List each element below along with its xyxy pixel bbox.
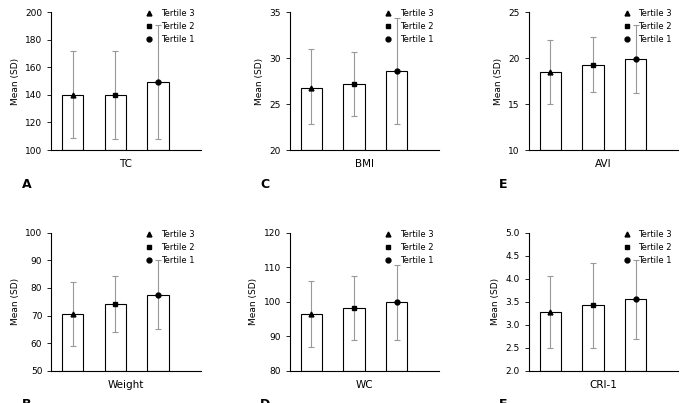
- Bar: [582, 64, 603, 150]
- Bar: [147, 83, 169, 150]
- Text: F: F: [499, 398, 508, 403]
- X-axis label: CRI-1: CRI-1: [590, 380, 617, 390]
- Text: C: C: [260, 178, 269, 191]
- Bar: [625, 299, 646, 371]
- Bar: [301, 87, 322, 150]
- Bar: [625, 59, 646, 150]
- Text: E: E: [499, 178, 508, 191]
- X-axis label: WC: WC: [356, 380, 373, 390]
- Bar: [540, 312, 561, 371]
- Legend: Tertile 3, Tertile 2, Tertile 1: Tertile 3, Tertile 2, Tertile 1: [379, 230, 434, 264]
- Legend: Tertile 3, Tertile 2, Tertile 1: Tertile 3, Tertile 2, Tertile 1: [141, 9, 195, 44]
- Legend: Tertile 3, Tertile 2, Tertile 1: Tertile 3, Tertile 2, Tertile 1: [141, 230, 195, 264]
- Y-axis label: Mean (SD): Mean (SD): [249, 278, 258, 325]
- Bar: [386, 303, 408, 371]
- X-axis label: BMI: BMI: [356, 159, 374, 169]
- Y-axis label: Mean (SD): Mean (SD): [494, 58, 503, 105]
- Bar: [343, 308, 364, 371]
- Bar: [105, 95, 126, 150]
- Legend: Tertile 3, Tertile 2, Tertile 1: Tertile 3, Tertile 2, Tertile 1: [619, 9, 672, 44]
- X-axis label: TC: TC: [119, 159, 132, 169]
- Bar: [582, 305, 603, 371]
- X-axis label: Weight: Weight: [108, 380, 144, 390]
- Legend: Tertile 3, Tertile 2, Tertile 1: Tertile 3, Tertile 2, Tertile 1: [379, 9, 434, 44]
- Y-axis label: Mean (SD): Mean (SD): [10, 278, 20, 325]
- Bar: [386, 71, 408, 150]
- Bar: [540, 72, 561, 150]
- Y-axis label: Mean (SD): Mean (SD): [255, 58, 264, 105]
- Bar: [147, 295, 169, 371]
- Bar: [343, 84, 364, 150]
- Bar: [62, 95, 84, 150]
- Text: B: B: [21, 398, 31, 403]
- Y-axis label: Mean (SD): Mean (SD): [10, 58, 20, 105]
- X-axis label: AVI: AVI: [595, 159, 612, 169]
- Bar: [105, 304, 126, 371]
- Legend: Tertile 3, Tertile 2, Tertile 1: Tertile 3, Tertile 2, Tertile 1: [619, 230, 672, 264]
- Y-axis label: Mean (SD): Mean (SD): [491, 278, 500, 325]
- Text: D: D: [260, 398, 271, 403]
- Bar: [301, 314, 322, 371]
- Bar: [62, 314, 84, 371]
- Text: A: A: [21, 178, 31, 191]
